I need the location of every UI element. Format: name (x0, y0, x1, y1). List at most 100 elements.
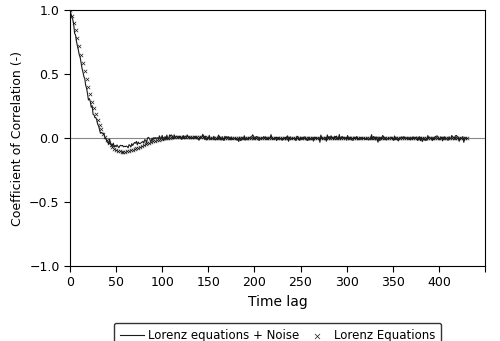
Lorenz Equations (342, 135, 350, 141)
Lorenz Equations (118, 149, 126, 154)
Lorenz Equations (265, 135, 273, 141)
Lorenz Equations (280, 135, 288, 141)
Lorenz Equations (392, 135, 400, 141)
Lorenz Equations (431, 135, 439, 141)
Lorenz Equations (354, 135, 362, 141)
Lorenz Equations (400, 135, 408, 141)
Lorenz equations + Noise (464, 137, 469, 141)
Lorenz Equations (72, 28, 80, 33)
Lorenz equations + Noise (84, 86, 89, 90)
Lorenz Equations (352, 135, 360, 141)
Lorenz equations + Noise (440, 139, 446, 143)
Lorenz Equations (75, 44, 83, 49)
Lorenz Equations (240, 135, 248, 141)
Lorenz Equations (170, 134, 177, 140)
Lorenz Equations (457, 135, 465, 141)
Lorenz Equations (286, 135, 294, 141)
Lorenz Equations (416, 135, 424, 141)
Lorenz Equations (267, 135, 275, 141)
Lorenz Equations (264, 135, 272, 141)
Lorenz Equations (175, 134, 183, 139)
Lorenz Equations (346, 135, 354, 141)
Lorenz Equations (66, 8, 74, 13)
Lorenz Equations (436, 135, 444, 141)
Lorenz Equations (86, 92, 94, 97)
Lorenz Equations (232, 135, 240, 141)
Lorenz Equations (106, 143, 114, 148)
Lorenz Equations (411, 135, 419, 141)
Lorenz Equations (98, 127, 106, 132)
Lorenz Equations (254, 135, 262, 141)
Lorenz Equations (108, 145, 116, 150)
Lorenz Equations (304, 135, 312, 141)
Lorenz Equations (278, 135, 286, 141)
Lorenz Equations (385, 135, 393, 141)
Lorenz Equations (200, 135, 208, 140)
Lorenz Equations (363, 135, 371, 141)
Lorenz Equations (214, 135, 222, 140)
Lorenz Equations (199, 135, 207, 140)
Lorenz Equations (435, 135, 443, 141)
Lorenz Equations (156, 136, 164, 142)
Lorenz Equations (438, 135, 446, 141)
Lorenz Equations (82, 77, 90, 82)
Lorenz Equations (140, 142, 148, 148)
Lorenz Equations (190, 134, 198, 140)
Lorenz Equations (440, 135, 448, 141)
Lorenz Equations (358, 135, 366, 141)
Lorenz Equations (361, 135, 369, 141)
Lorenz Equations (127, 148, 135, 153)
Lorenz Equations (234, 135, 242, 141)
Lorenz Equations (173, 134, 181, 139)
Lorenz Equations (219, 135, 227, 141)
Lorenz Equations (79, 60, 87, 66)
Lorenz Equations (407, 135, 415, 141)
Lorenz Equations (368, 135, 376, 141)
Lorenz Equations (138, 143, 146, 149)
Lorenz Equations (428, 135, 436, 141)
Lorenz Equations (230, 135, 238, 141)
Lorenz Equations (245, 135, 253, 141)
Lorenz Equations (390, 135, 398, 141)
Lorenz Equations (158, 136, 166, 142)
Lorenz Equations (460, 135, 468, 141)
Lorenz Equations (414, 135, 422, 141)
Lorenz Equations (426, 135, 434, 141)
Lorenz Equations (247, 135, 255, 141)
Lorenz Equations (184, 134, 192, 139)
Lorenz Equations (293, 135, 301, 141)
Lorenz Equations (134, 145, 142, 150)
Lorenz Equations (260, 135, 268, 141)
Lorenz Equations (418, 135, 426, 141)
Lorenz Equations (328, 135, 336, 141)
Lorenz Equations (308, 135, 316, 141)
Lorenz Equations (241, 135, 249, 141)
Lorenz Equations (282, 135, 290, 141)
Lorenz Equations (310, 135, 318, 141)
Lorenz Equations (313, 135, 321, 141)
Lorenz Equations (341, 135, 349, 141)
Lorenz Equations (452, 135, 460, 141)
Lorenz Equations (197, 135, 205, 140)
Lorenz Equations (462, 135, 470, 141)
Lorenz Equations (88, 99, 96, 104)
Lorenz Equations (236, 135, 244, 141)
Lorenz Equations (326, 135, 334, 141)
Lorenz Equations (284, 135, 292, 141)
Lorenz Equations (252, 135, 260, 141)
Lorenz Equations (455, 135, 463, 141)
Lorenz Equations (269, 135, 277, 141)
Lorenz Equations (420, 135, 428, 141)
Lorenz Equations (336, 135, 344, 141)
Lorenz Equations (296, 135, 304, 141)
Lorenz Equations (68, 13, 76, 19)
Lorenz Equations (160, 136, 168, 141)
Lorenz Equations (339, 135, 347, 141)
Lorenz Equations (206, 135, 214, 140)
Lorenz Equations (188, 134, 196, 140)
Lorenz Equations (204, 135, 212, 140)
Lorenz Equations (396, 135, 404, 141)
Lorenz Equations (112, 147, 120, 153)
Lorenz equations + Noise (67, 8, 73, 12)
Lorenz Equations (130, 146, 138, 152)
